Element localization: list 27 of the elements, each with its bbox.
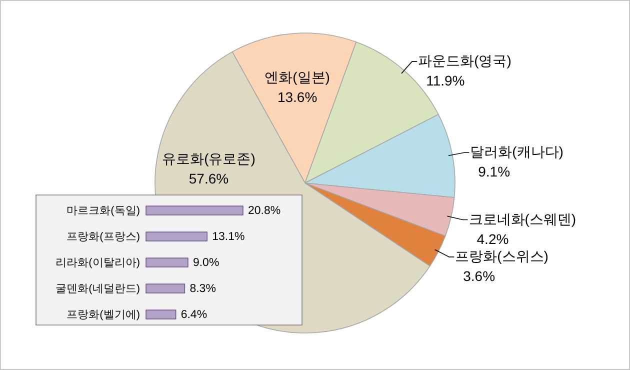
y-tick-label: 마르크화(독일)	[66, 205, 140, 217]
data-label: 13.1%	[212, 231, 245, 243]
slice-label: 엔화(일본)	[264, 68, 330, 85]
slice-label: 달러화(캐나다)	[470, 144, 564, 160]
data-label: 4.2%	[476, 230, 509, 247]
data-label: 20.8%	[248, 205, 281, 217]
data-label: 8.3%	[190, 283, 216, 295]
bar	[146, 206, 244, 216]
data-label: 9.0%	[192, 257, 220, 269]
data-label: 11.9%	[426, 72, 465, 88]
y-tick-label: 굴덴화(네덜란드)	[56, 283, 140, 295]
bar	[146, 258, 188, 268]
bar	[146, 284, 186, 294]
bar	[146, 310, 176, 320]
slice-label: 크로네화(스웨덴)	[468, 210, 576, 227]
data-label: 9.1%	[478, 164, 510, 180]
bar	[146, 232, 208, 242]
y-tick-label: 프랑화(프랑스)	[66, 231, 140, 243]
y-tick-label: 리라화(이탈리아)	[56, 257, 140, 269]
data-label: 6.4%	[180, 309, 208, 321]
data-label: 3.6%	[463, 268, 496, 284]
data-label: 13.6%	[277, 88, 318, 105]
slice-label: 파운드화(영국)	[418, 52, 512, 68]
data-label: 57.6%	[188, 170, 229, 186]
slice-label: 프랑화(스위스)	[455, 248, 548, 264]
y-tick-label: 프랑화(벨기에)	[66, 309, 140, 321]
slice-label: 유로화(유로존)	[162, 150, 256, 166]
